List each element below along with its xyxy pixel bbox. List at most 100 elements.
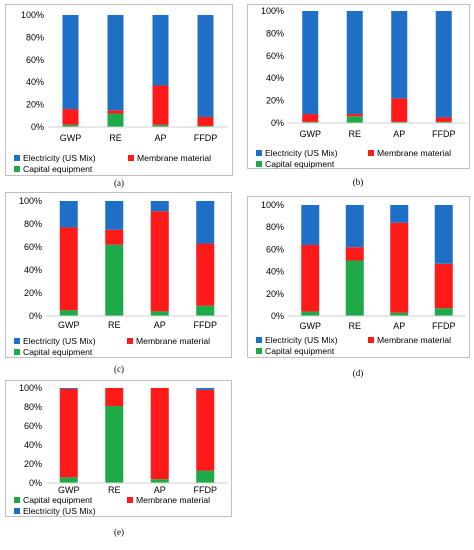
legend-swatch [14, 508, 20, 514]
legend-item: Electricity (US Mix) [256, 148, 338, 159]
bar-segment [59, 477, 78, 483]
x-tick-label: RE [108, 485, 121, 495]
y-tick-label: 100% [261, 200, 284, 210]
bar-segment [59, 388, 78, 389]
legend-swatch [256, 337, 262, 343]
legend-swatch [368, 150, 374, 156]
bar-segment [390, 222, 409, 313]
legend-swatch [368, 337, 374, 343]
legend-b: Electricity (US Mix) Membrane material C… [256, 148, 469, 172]
legend-item: Capital equipment [14, 495, 92, 506]
bar-segment [62, 15, 79, 110]
y-tick-label: 0% [31, 122, 44, 132]
bar-segment [59, 227, 78, 311]
bar-segment [59, 201, 78, 228]
bar-segment [196, 243, 215, 306]
bar-segment [152, 124, 169, 127]
legend-swatch [128, 155, 134, 161]
bar-segment [107, 110, 124, 114]
legend-item: Capital equipment [14, 164, 92, 175]
y-tick-label: 40% [26, 77, 44, 87]
bar-segment [346, 114, 363, 117]
bar-segment [301, 244, 320, 312]
y-tick-label: 40% [266, 73, 284, 83]
y-tick-label: 80% [24, 402, 42, 412]
legend-item: Membrane material [368, 148, 451, 159]
x-tick-label: FFDP [194, 320, 218, 330]
x-tick-label: AP [154, 320, 166, 330]
legend-label: Membrane material [136, 495, 211, 505]
bar-segment [197, 116, 214, 126]
bar-segment [59, 310, 78, 316]
chart-panel-e: 0% 20% 40% 60% 80% 100% GWP RE AP FFDP Capital eq… [5, 380, 232, 517]
bar-segment [150, 211, 169, 312]
bar-segment [150, 479, 169, 483]
legend-item: Electricity (US Mix) [14, 336, 96, 347]
x-tick-label: RE [348, 129, 361, 139]
y-tick-label: 0% [271, 118, 284, 128]
chart-panel-a: 0% 20% 40% 60% 80% 100% GWP RE AP FFDP Electricit… [5, 4, 233, 176]
x-tick-label: FFDP [194, 485, 218, 495]
bar-segment [346, 11, 363, 115]
x-tick-label: GWP [300, 321, 322, 331]
bar-segment [434, 263, 453, 309]
x-tick-label: RE [348, 321, 361, 331]
bar-segment [391, 11, 408, 99]
legend-item: Capital equipment [256, 159, 334, 170]
bar-segment [196, 389, 215, 471]
legend-label: Membrane material [136, 336, 211, 346]
y-tick-label: 20% [24, 288, 42, 298]
y-tick-label: 20% [26, 100, 44, 110]
legend-swatch [127, 497, 133, 503]
bar-segment [107, 113, 124, 127]
legend-swatch [256, 150, 262, 156]
y-tick-label: 80% [24, 219, 42, 229]
legend-swatch [256, 161, 262, 167]
y-tick-label: 40% [24, 440, 42, 450]
legend-label: Membrane material [377, 335, 452, 345]
x-tick-label: RE [109, 133, 122, 143]
legend-item: Membrane material [127, 336, 210, 347]
bar-segment [105, 229, 124, 245]
y-tick-label: 0% [29, 311, 42, 321]
legend-swatch [14, 166, 20, 172]
chart-e: 0% 20% 40% 60% 80% 100% GWP RE AP FFDP [19, 383, 228, 495]
x-tick-label: AP [154, 133, 166, 143]
bar-segment [390, 312, 409, 316]
legend-swatch [256, 348, 262, 354]
y-tick-label: 0% [29, 478, 42, 488]
bar-segment [345, 247, 364, 261]
legend-swatch [14, 497, 20, 503]
bar-segment [345, 205, 364, 248]
x-tick-label: AP [393, 321, 405, 331]
bar-segment [345, 260, 364, 316]
bar-segment [302, 121, 319, 123]
y-tick-label: 100% [261, 6, 284, 16]
chart-b: 0% 20% 40% 60% 80% 100% GWP RE AP FFDP [261, 6, 466, 139]
bar-segment [105, 406, 124, 483]
legend-label: Membrane material [377, 148, 452, 158]
legend-item: Capital equipment [14, 347, 92, 358]
chart-c: 0% 20% 40% 60% 80% 100% GWP RE AP FFDP [19, 196, 228, 330]
y-tick-label: 100% [19, 383, 42, 393]
legend-swatch [14, 349, 20, 355]
x-tick-label: FFDP [432, 129, 456, 139]
legend-label: Capital equipment [23, 347, 93, 357]
bar-segment [434, 205, 453, 264]
legend-swatch [14, 338, 20, 344]
caption-c: (c) [114, 364, 124, 374]
bar-segment [346, 116, 363, 123]
y-tick-label: 60% [266, 51, 284, 61]
bar-segment [59, 388, 78, 478]
caption-b: (b) [352, 177, 364, 187]
x-tick-label: GWP [58, 485, 80, 495]
bar-segment [435, 117, 452, 122]
bar-segment [152, 85, 169, 125]
bar-segment [107, 15, 124, 111]
y-tick-label: 80% [266, 222, 284, 232]
chart-panel-b: 0% 20% 40% 60% 80% 100% GWP RE AP FFDP Electricit… [247, 4, 470, 169]
bar-segment [152, 15, 169, 86]
bar-segment [105, 244, 124, 316]
bar-segment [105, 201, 124, 230]
bar-segment [390, 205, 409, 223]
